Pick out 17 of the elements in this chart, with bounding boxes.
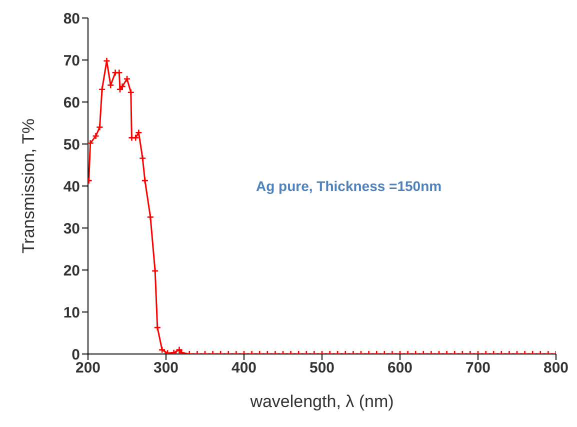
x-tick-label: 500	[309, 360, 335, 377]
x-tick-label: 600	[387, 360, 413, 377]
x-tick-label: 300	[153, 360, 179, 377]
x-tick-label: 800	[543, 360, 569, 377]
y-tick-label: 60	[63, 94, 80, 112]
x-axis-title: wavelength, λ (nm)	[249, 392, 394, 411]
annotation: Ag pure, Thickness =150nm	[256, 178, 442, 194]
x-tick-label: 700	[465, 360, 491, 377]
y-tick-label: 70	[63, 52, 80, 70]
y-tick-label: 30	[63, 220, 80, 238]
x-tick-label: 400	[231, 360, 257, 377]
y-tick-label: 40	[63, 178, 80, 196]
y-tick-label: 20	[63, 262, 80, 280]
y-tick-label: 80	[63, 10, 80, 28]
y-tick-label: 50	[63, 136, 80, 154]
y-tick-label: 10	[63, 304, 80, 322]
y-axis-title: Transmission, T%	[19, 118, 38, 254]
